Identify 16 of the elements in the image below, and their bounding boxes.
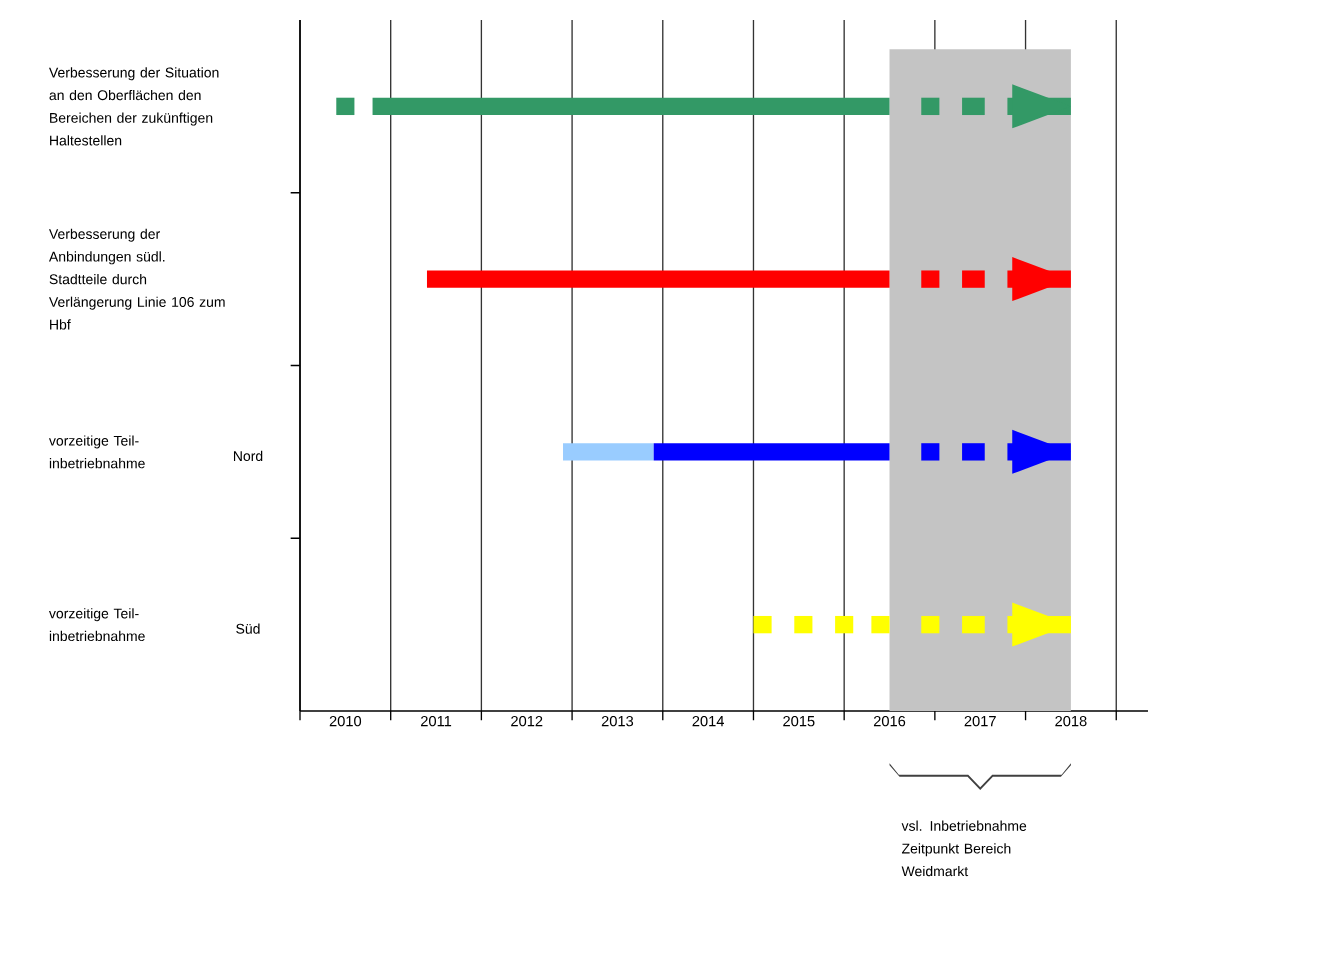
x-tick-label: 2013 [601, 715, 634, 727]
x-tick-label: 2016 [873, 715, 906, 727]
y-tick-label: vorzeitige Teil-inbetriebnahme [48, 608, 145, 642]
x-tick-label: 2015 [783, 715, 815, 727]
x-tick-label: 2018 [1055, 715, 1087, 727]
x-tick-label: 2012 [511, 715, 543, 727]
text: vsl. Inbetriebnahme Zeitpunkt Bereich Weidmarkt [901, 820, 1027, 877]
y-tick-label: Verbesserung der Situation an den Oberflächen den Bereichen der zukünftigen Haltestellen [49, 67, 219, 146]
x-tick-label: 2017 [964, 715, 996, 727]
text: Nord [233, 450, 263, 462]
x-tick-label: 2014 [692, 715, 724, 727]
x-tick-label: 2010 [329, 715, 362, 727]
y-tick-label: Verbesserung der Anbindungen südl. Stadtteile durch Verlängerung Linie 106 zum Hbf [48, 228, 225, 330]
y-tick-label: vorzeitige Teil-inbetriebnahme [48, 435, 145, 469]
x-tick-label: 2011 [421, 715, 452, 727]
text: Süd [236, 623, 260, 634]
